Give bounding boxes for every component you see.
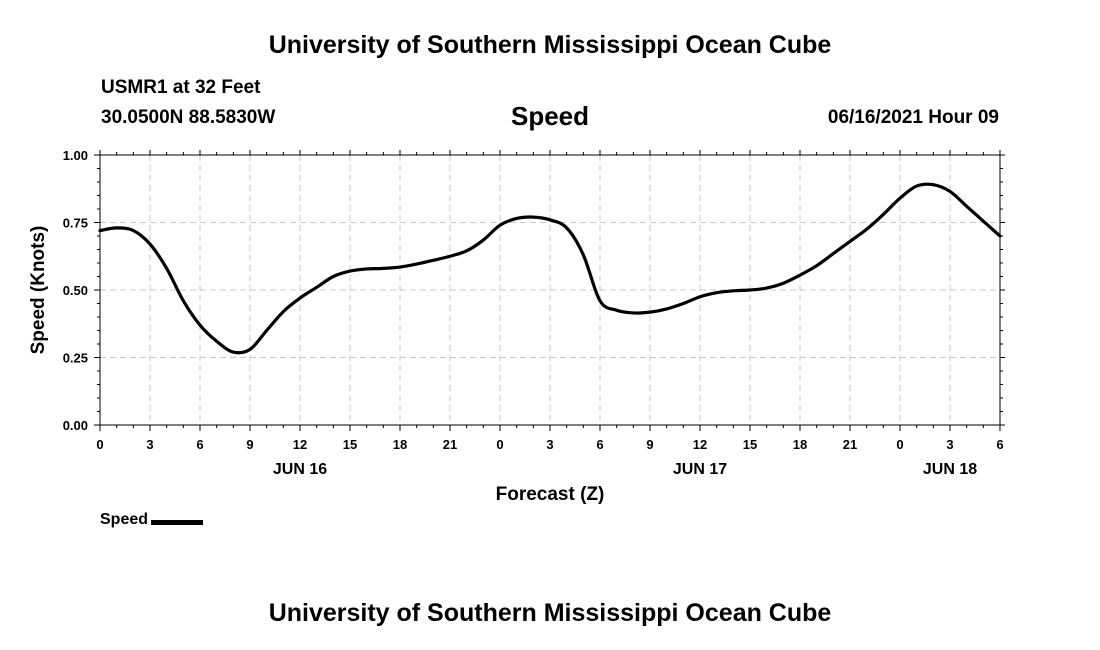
x-tick-label: 6 [196, 437, 203, 452]
page-title: University of Southern Mississippi Ocean… [268, 31, 832, 59]
x-tick-label: 3 [946, 437, 953, 452]
day-label: JUN 16 [273, 461, 327, 478]
legend: Speed [100, 510, 204, 530]
x-tick-label: 18 [793, 437, 807, 452]
x-tick-label: 0 [896, 437, 903, 452]
plot-frame [99, 154, 1001, 426]
x-tick-label: 12 [293, 437, 307, 452]
y-tick-label: 0.00 [63, 418, 88, 433]
x-tick-label: 3 [546, 437, 553, 452]
footer-title: University of Southern Mississippi Ocean… [268, 599, 832, 627]
legend-label: Speed [100, 511, 149, 528]
x-tick-label: 21 [443, 437, 457, 452]
x-tick-label: 3 [146, 437, 153, 452]
day-label: JUN 18 [923, 461, 977, 478]
y-axis-label: Speed (Knots) [28, 226, 49, 355]
y-tick-label: 0.50 [63, 283, 88, 298]
y-tick-label: 0.25 [63, 351, 88, 366]
x-tick-label: 21 [843, 437, 857, 452]
x-tick-label: 6 [596, 437, 603, 452]
y-tick-label: 1.00 [63, 148, 88, 163]
day-label: JUN 17 [673, 461, 727, 478]
x-tick-label: 15 [743, 437, 757, 452]
y-tick-label: 0.75 [63, 216, 88, 231]
chart-title: Speed [510, 101, 590, 131]
x-tick-label: 0 [496, 437, 503, 452]
forecast-timestamp: 06/16/2021 Hour 09 [827, 107, 999, 128]
x-tick-label: 9 [646, 437, 653, 452]
x-axis-label: Forecast (Z) [496, 484, 605, 505]
series-line-speed [98, 182, 1002, 355]
x-tick-label: 15 [343, 437, 357, 452]
legend-line-swatch [151, 519, 204, 525]
x-tick-label: 0 [96, 437, 103, 452]
x-tick-label: 18 [393, 437, 407, 452]
x-tick-label: 9 [246, 437, 253, 452]
x-tick-label: 6 [996, 437, 1003, 452]
station-label: USMR1 at 32 Feet [101, 77, 261, 98]
station-coordinates: 30.0500N 88.5830W [101, 107, 276, 128]
x-tick-label: 12 [693, 437, 707, 452]
